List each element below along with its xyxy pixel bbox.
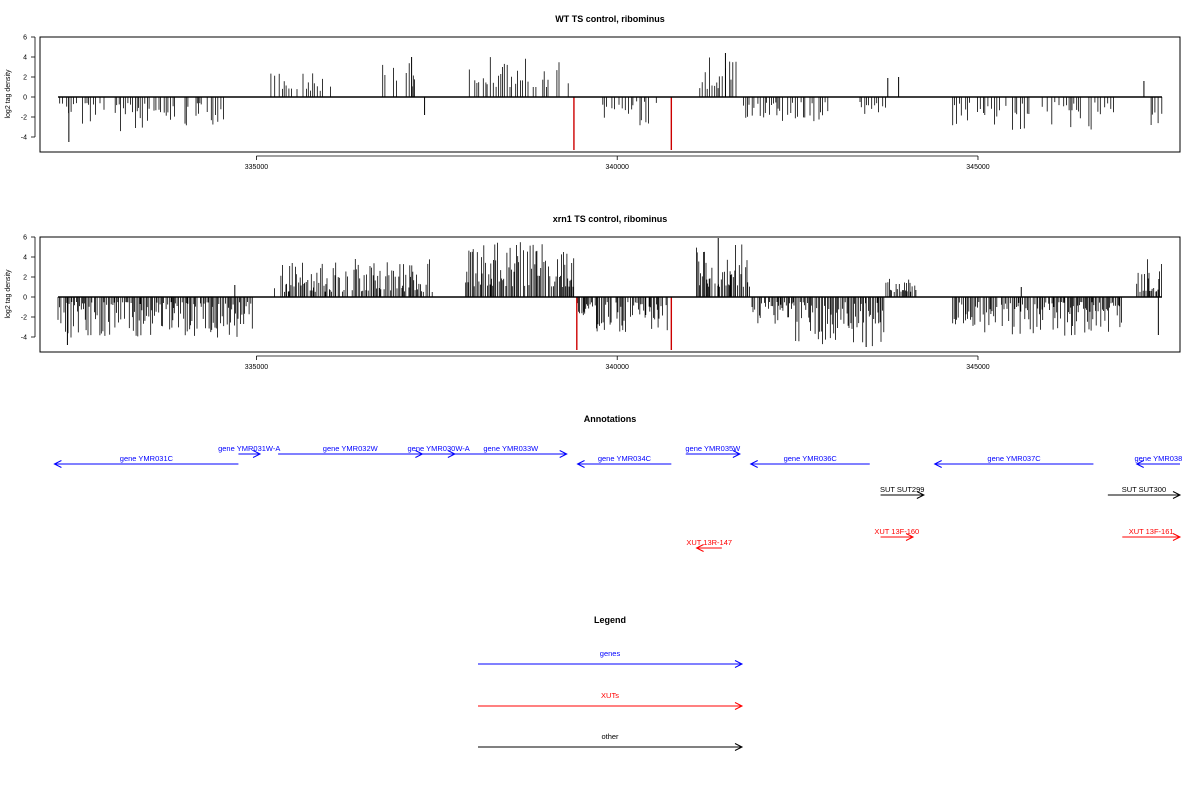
xrn1-y-tick-label: 0 (23, 295, 27, 302)
annotation-arrow-xut-head (1172, 533, 1182, 541)
annotations-title: Annotations (584, 414, 637, 424)
wt-panel: WT TS control, ribominus log2 tag densit… (5, 14, 1181, 171)
xrn1-y-tick-label: 2 (23, 275, 27, 282)
annotation-label-other: SUT SUT300 (1122, 485, 1166, 494)
wt-y-tick-label: 0 (23, 95, 27, 102)
xrn1-y-tick-label: 4 (23, 255, 27, 262)
wt-y-tick-label: 6 (23, 35, 27, 42)
legend-label-other: other (601, 732, 619, 741)
annotation-label-gene: gene YMR035W (685, 444, 741, 453)
annotation-arrow-gene-head (559, 450, 568, 458)
annotation-label-gene: gene YMR038 (1134, 454, 1182, 463)
xrn1-x-axis: 335000 340000 345000 (245, 355, 990, 371)
annotation-label-gene: gene YMR036C (784, 454, 838, 463)
annotation-arrow-gene-head (933, 460, 942, 468)
annotation-label-other: SUT SUT299 (880, 485, 924, 494)
xrn1-panel-title: xrn1 TS control, ribominus (553, 214, 668, 224)
legend-arrow-xut-head (734, 702, 744, 710)
annotation-arrow-other-head (1172, 491, 1182, 499)
wt-x-tick-label: 345000 (966, 164, 989, 171)
wt-y-axis: 6 4 2 0 -2 -4 (21, 35, 36, 142)
wt-y-tick-label: 2 (23, 75, 27, 82)
legend-arrow-other-head (734, 743, 744, 751)
legend-arrow-gene-head (734, 660, 744, 668)
annotation-arrow-gene-head (53, 460, 62, 468)
annotation-arrow-xut-head (905, 533, 915, 541)
xrn1-y-tick-label: -2 (21, 315, 27, 322)
xrn1-y-axis: 6 4 2 0 -2 -4 (21, 235, 36, 342)
annotation-arrow-gene-head (1135, 460, 1144, 468)
annotation-label-xut: XUT 13F-160 (874, 527, 919, 536)
wt-bars (58, 53, 1163, 150)
xrn1-panel: xrn1 TS control, ribominus log2 tag dens… (5, 214, 1181, 371)
annotation-label-xut: XUT 13F-161 (1129, 527, 1174, 536)
annotation-arrow-gene-head (576, 460, 585, 468)
legend-title: Legend (594, 615, 626, 625)
annotation-arrow-xut-head (695, 544, 704, 552)
annotation-arrow-gene-head (749, 460, 758, 468)
annotation-label-gene: gene YMR031W-A (218, 444, 280, 453)
legend-label-gene: genes (600, 649, 621, 658)
annotation-label-gene: gene YMR033W (483, 444, 539, 453)
wt-plot-frame (39, 36, 1181, 153)
annotation-label-xut: XUT 13R-147 (686, 538, 732, 547)
annotation-arrow-gene-head (732, 450, 741, 458)
legend: genes XUTs other (478, 649, 744, 751)
annotation-label-gene: gene YMR032W (323, 444, 379, 453)
xrn1-x-tick-label: 345000 (966, 364, 989, 371)
xrn1-y-axis-label: log2 tag density (5, 269, 12, 319)
wt-y-tick-label: -4 (21, 135, 27, 142)
wt-x-tick-label: 335000 (245, 164, 268, 171)
wt-x-axis: 335000 340000 345000 (245, 155, 990, 171)
wt-y-tick-label: 4 (23, 55, 27, 62)
annotation-label-gene: gene YMR031C (120, 454, 174, 463)
annotation-arrow-other-head (916, 491, 925, 499)
xrn1-y-tick-label: -4 (21, 335, 27, 342)
xrn1-bars (57, 238, 1162, 350)
xrn1-x-tick-label: 340000 (606, 364, 629, 371)
legend-label-xut: XUTs (601, 691, 619, 700)
xrn1-plot-frame (39, 236, 1181, 353)
wt-panel-title: WT TS control, ribominus (555, 14, 665, 24)
wt-x-tick-label: 340000 (606, 164, 629, 171)
annotation-label-gene: gene YMR034C (598, 454, 652, 463)
xrn1-x-tick-label: 335000 (245, 364, 268, 371)
annotation-label-gene: gene YMR030W-A (408, 444, 470, 453)
wt-y-axis-label: log2 tag density (5, 69, 12, 119)
annotation-tracks: gene YMR031C gene YMR031W-A gene YMR032W ge… (53, 444, 1182, 552)
annotation-label-gene: gene YMR037C (987, 454, 1041, 463)
annotation-arrow-gene-head (252, 450, 262, 458)
wt-y-tick-label: -2 (21, 115, 27, 122)
xrn1-y-tick-label: 6 (23, 235, 27, 242)
